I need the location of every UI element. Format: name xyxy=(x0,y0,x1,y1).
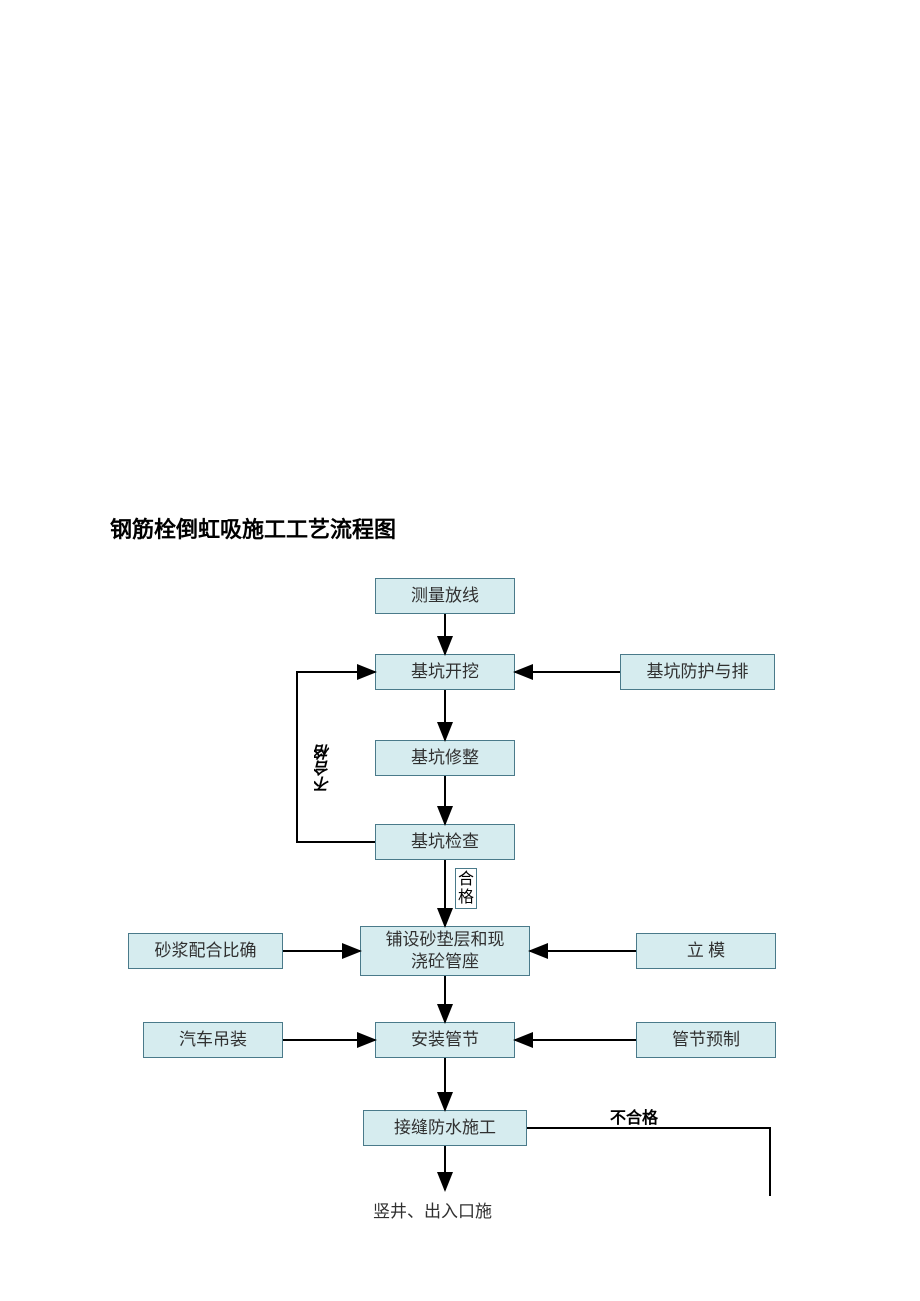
node-formwork: 立 模 xyxy=(636,933,776,969)
label-fail-right: 不合格 xyxy=(610,1104,658,1128)
node-waterproof: 接缝防水施工 xyxy=(363,1110,527,1146)
node-measure: 测量放线 xyxy=(375,578,515,614)
node-install-pipe: 安装管节 xyxy=(375,1022,515,1058)
node-protection: 基坑防护与排 xyxy=(620,654,775,690)
node-sand-layer: 铺设砂垫层和现 浇砼管座 xyxy=(360,926,530,976)
bottom-text: 竖井、出入口施 xyxy=(373,1197,492,1222)
flowchart-edges xyxy=(0,0,920,1301)
label-pass: 合 格 xyxy=(455,868,477,909)
node-crane: 汽车吊装 xyxy=(143,1022,283,1058)
label-fail-loop: 不合格 xyxy=(313,744,337,792)
node-trim: 基坑修整 xyxy=(375,740,515,776)
flowchart-title: 钢筋栓倒虹吸施工工艺流程图 xyxy=(110,512,396,544)
node-mortar-mix: 砂浆配合比确 xyxy=(128,933,283,969)
node-prefab: 管节预制 xyxy=(636,1022,776,1058)
node-excavate: 基坑开挖 xyxy=(375,654,515,690)
node-inspect: 基坑检查 xyxy=(375,824,515,860)
